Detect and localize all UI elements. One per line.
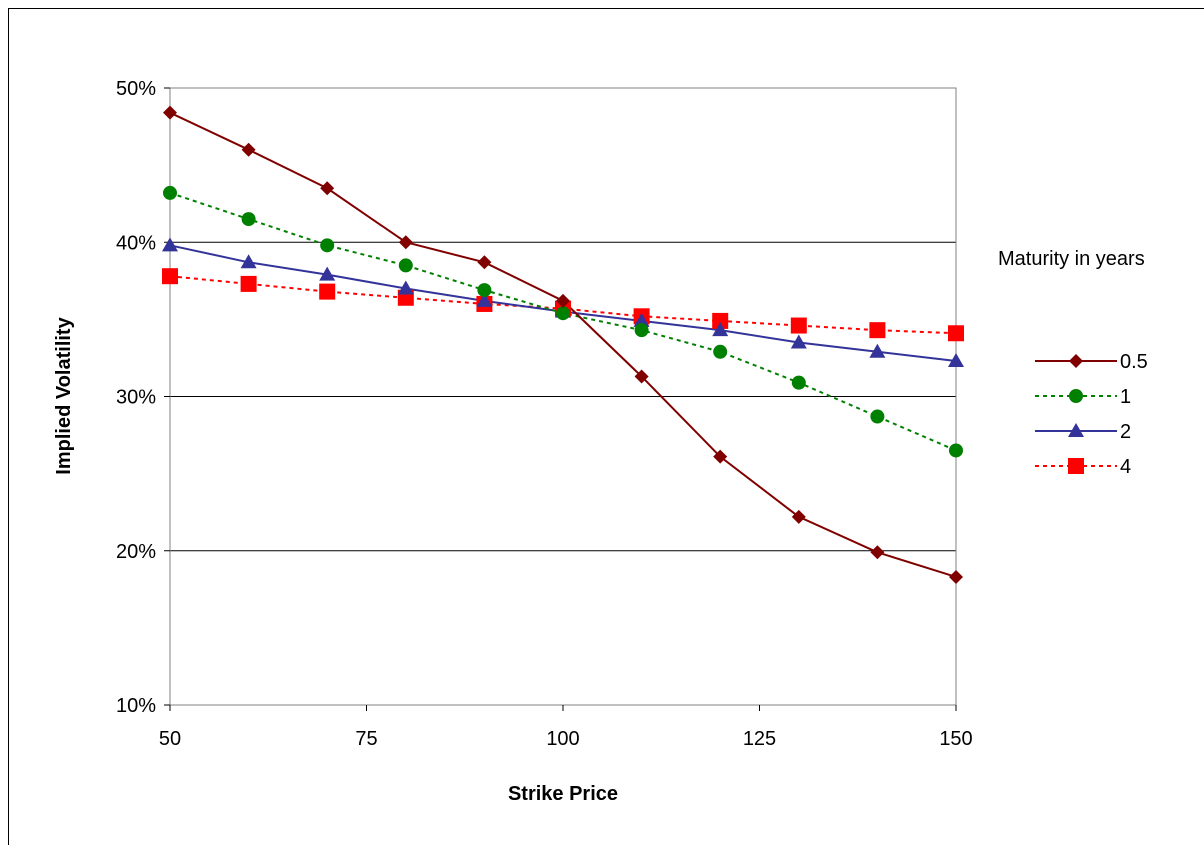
data-point-2	[869, 343, 886, 358]
data-point-4	[869, 322, 886, 339]
data-point-2	[240, 254, 257, 269]
chart-frame	[8, 8, 1204, 845]
data-point-0.5	[556, 293, 570, 308]
x-tick-label: 100	[546, 728, 579, 750]
series-line-1	[169, 191, 957, 452]
legend-label-2: 2	[1120, 421, 1131, 443]
data-point-0.5	[713, 449, 728, 464]
data-point-0.5	[241, 142, 256, 157]
data-point-1	[791, 375, 806, 390]
data-point-0.5	[949, 569, 963, 584]
data-point-4	[319, 283, 336, 300]
data-point-1	[398, 258, 413, 273]
y-tick-label: 20%	[116, 541, 156, 563]
x-tick-label: 75	[355, 728, 377, 750]
data-point-1	[163, 185, 177, 200]
data-point-2	[712, 322, 729, 337]
data-point-1	[870, 409, 885, 424]
data-point-2	[948, 353, 964, 368]
data-point-4	[790, 317, 807, 334]
data-point-0.5	[320, 181, 335, 196]
data-point-0.5	[398, 235, 413, 250]
x-axis-title: Strike Price	[508, 783, 618, 805]
legend-label-4: 4	[1120, 456, 1131, 478]
data-point-1	[949, 443, 963, 458]
data-point-0.5	[870, 545, 885, 560]
series-line-0.5	[169, 111, 957, 578]
y-tick-label: 10%	[116, 695, 156, 717]
data-point-2	[162, 237, 178, 252]
data-point-2	[397, 280, 414, 295]
data-point-1	[477, 283, 492, 298]
x-tick-label: 125	[743, 728, 776, 750]
data-point-4	[948, 325, 964, 342]
y-tick-label: 30%	[116, 387, 156, 409]
legend: 0.5 1 2 4	[1035, 351, 1148, 478]
data-point-1	[713, 344, 728, 359]
data-point-4	[162, 268, 178, 285]
legend-marker-0.5	[1069, 354, 1083, 368]
legend-marker-1	[1069, 389, 1083, 403]
data-point-0.5	[791, 509, 806, 524]
data-point-0.5	[634, 369, 649, 384]
x-tick-label: 50	[159, 728, 181, 750]
grid-lines	[170, 241, 956, 552]
data-point-4	[712, 312, 729, 329]
data-point-1	[241, 212, 256, 227]
legend-marker-2	[1068, 423, 1084, 437]
legend-title: Maturity in years	[998, 248, 1145, 270]
data-point-0.5	[163, 105, 177, 120]
data-point-2	[790, 334, 807, 349]
legend-label-0.5: 0.5	[1120, 351, 1148, 373]
data-point-1	[634, 323, 649, 338]
data-point-0.5	[477, 255, 492, 270]
data-point-2	[633, 312, 650, 327]
legend-marker-4	[1068, 458, 1084, 474]
y-tick-label: 50%	[116, 78, 156, 100]
series-group	[162, 105, 964, 584]
data-point-4	[240, 275, 257, 292]
legend-label-1: 1	[1120, 386, 1131, 408]
y-axis-title: Implied Volatility	[53, 316, 75, 474]
y-tick-label: 40%	[116, 232, 156, 254]
y-axis-ticks: 10% 20% 30% 40% 50%	[116, 78, 170, 717]
x-axis-ticks: 50 75 100 125 150	[159, 705, 973, 750]
data-point-1	[556, 306, 570, 321]
data-point-1	[320, 238, 335, 253]
data-point-2	[476, 292, 493, 307]
x-tick-label: 150	[939, 728, 972, 750]
data-point-2	[319, 266, 336, 281]
